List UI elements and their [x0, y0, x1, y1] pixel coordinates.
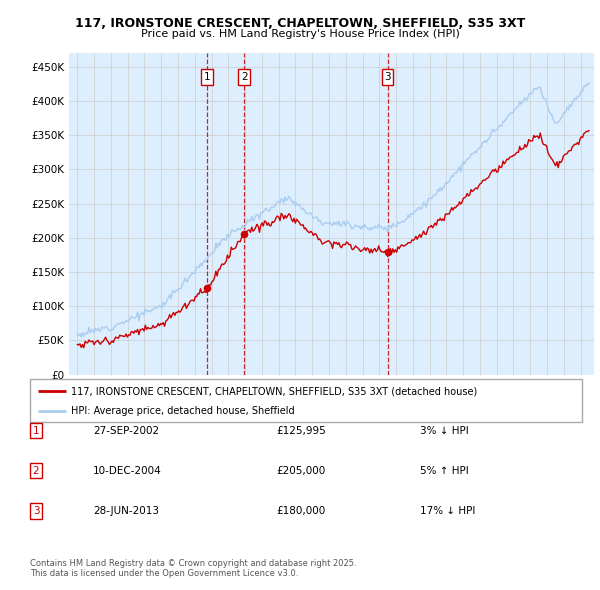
Text: HPI: Average price, detached house, Sheffield: HPI: Average price, detached house, Shef…: [71, 407, 295, 416]
Text: 2: 2: [32, 466, 40, 476]
Text: 10-DEC-2004: 10-DEC-2004: [93, 466, 162, 476]
Text: Price paid vs. HM Land Registry's House Price Index (HPI): Price paid vs. HM Land Registry's House …: [140, 30, 460, 39]
Text: 117, IRONSTONE CRESCENT, CHAPELTOWN, SHEFFIELD, S35 3XT (detached house): 117, IRONSTONE CRESCENT, CHAPELTOWN, SHE…: [71, 386, 478, 396]
Text: £125,995: £125,995: [276, 426, 326, 435]
Text: 117, IRONSTONE CRESCENT, CHAPELTOWN, SHEFFIELD, S35 3XT: 117, IRONSTONE CRESCENT, CHAPELTOWN, SHE…: [75, 17, 525, 30]
Text: 5% ↑ HPI: 5% ↑ HPI: [420, 466, 469, 476]
Text: 2: 2: [241, 72, 247, 82]
Text: 1: 1: [32, 426, 40, 435]
Text: 17% ↓ HPI: 17% ↓ HPI: [420, 506, 475, 516]
Text: £205,000: £205,000: [276, 466, 325, 476]
Text: 3% ↓ HPI: 3% ↓ HPI: [420, 426, 469, 435]
Text: 27-SEP-2002: 27-SEP-2002: [93, 426, 159, 435]
Text: 1: 1: [204, 72, 211, 82]
Text: Contains HM Land Registry data © Crown copyright and database right 2025.
This d: Contains HM Land Registry data © Crown c…: [30, 559, 356, 578]
Text: 3: 3: [32, 506, 40, 516]
Text: 28-JUN-2013: 28-JUN-2013: [93, 506, 159, 516]
Text: 3: 3: [384, 72, 391, 82]
FancyBboxPatch shape: [30, 379, 582, 422]
Text: £180,000: £180,000: [276, 506, 325, 516]
